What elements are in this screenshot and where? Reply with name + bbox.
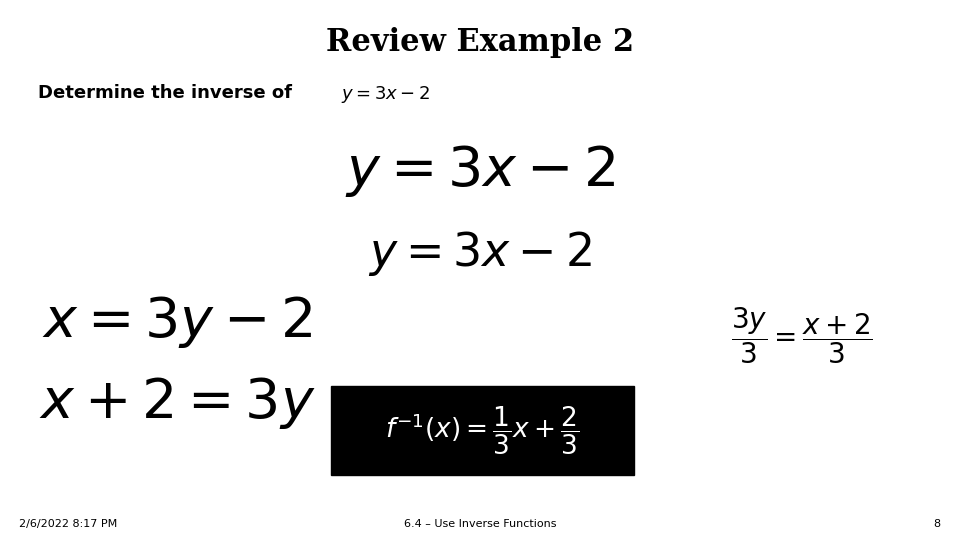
Text: $x = 3y - 2$: $x = 3y - 2$ [42, 294, 313, 350]
Text: 2/6/2022 8:17 PM: 2/6/2022 8:17 PM [19, 519, 117, 529]
Text: Review Example 2: Review Example 2 [326, 27, 634, 58]
Text: $f^{-1}(x) = \dfrac{1}{3}x + \dfrac{2}{3}$: $f^{-1}(x) = \dfrac{1}{3}x + \dfrac{2}{3… [385, 404, 580, 457]
Text: $y = 3x - 2$: $y = 3x - 2$ [368, 230, 592, 279]
Text: 8: 8 [934, 519, 941, 529]
FancyBboxPatch shape [331, 386, 634, 475]
Text: $y = 3x - 2$: $y = 3x - 2$ [345, 143, 615, 199]
Text: $x + 2 = 3y$: $x + 2 = 3y$ [39, 375, 316, 431]
Text: $y = 3x - 2$: $y = 3x - 2$ [341, 84, 430, 105]
Text: 6.4 – Use Inverse Functions: 6.4 – Use Inverse Functions [404, 519, 556, 529]
Text: Determine the inverse of: Determine the inverse of [38, 84, 299, 102]
Text: $\dfrac{3y}{3} = \dfrac{x+2}{3}$: $\dfrac{3y}{3} = \dfrac{x+2}{3}$ [731, 305, 873, 366]
